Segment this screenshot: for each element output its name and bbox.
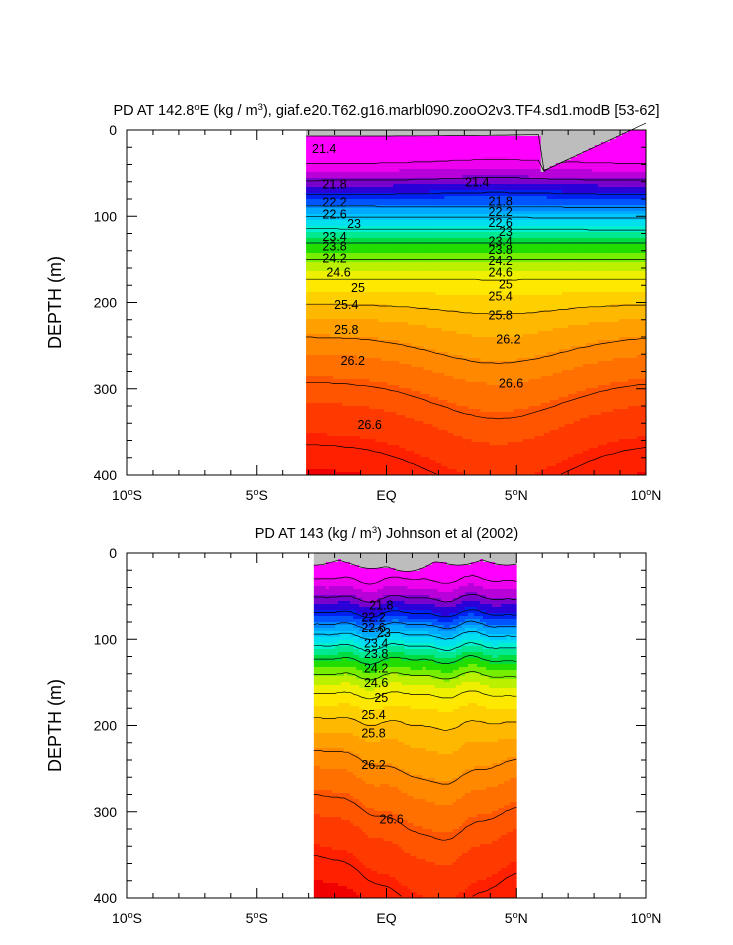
upper-panel-model: PD AT 142.8oE (kg / m3), giaf.e20.T62.g1… <box>45 102 661 504</box>
contour-label: 26.2 <box>496 333 520 347</box>
contour-label: 21.8 <box>369 599 393 613</box>
contour-label: 23.4 <box>489 234 513 248</box>
contour-label: 24.2 <box>364 662 388 676</box>
contour-label: 25 <box>351 281 365 295</box>
land-outline <box>313 559 517 572</box>
x-tick-label: 10oN <box>631 910 662 926</box>
contour-label: 25.4 <box>334 298 358 312</box>
contour-label: 25.8 <box>489 308 513 322</box>
x-tick-label: 10oN <box>631 487 662 503</box>
contour-label: 26.2 <box>341 354 365 368</box>
contour-label: 22.2 <box>322 195 346 209</box>
contour-label: 25.4 <box>489 289 513 303</box>
contour-label: 25.8 <box>361 726 385 740</box>
contour-label: 26.6 <box>499 377 523 391</box>
y-tick-label: 400 <box>94 467 118 483</box>
y-tick-label: 200 <box>94 718 118 734</box>
contour-label: 26.6 <box>357 418 381 432</box>
y-axis-label: DEPTH (m) <box>45 679 65 772</box>
contour-label: 26.6 <box>380 813 404 827</box>
contour-label: 25 <box>374 691 388 705</box>
chart-title: PD AT 143 (kg / m3) Johnson et al (2002) <box>255 525 518 543</box>
y-tick-label: 0 <box>109 545 117 561</box>
x-tick-label: EQ <box>376 910 396 926</box>
x-tick-label: 10oS <box>112 910 142 926</box>
lower-panel-johnson: PD AT 143 (kg / m3) Johnson et al (2002)… <box>45 525 661 927</box>
chart-title: PD AT 142.8oE (kg / m3), giaf.e20.T62.g1… <box>113 102 659 120</box>
y-axis <box>127 129 646 476</box>
contour-labels: 21.421.822.222.62323.423.824.224.62525.4… <box>312 142 523 432</box>
contour-lines <box>313 575 517 897</box>
y-axis-label: DEPTH (m) <box>45 256 65 349</box>
contour-label: 25.8 <box>334 323 358 337</box>
contour-label: 23.8 <box>364 647 388 661</box>
contour-label: 25.4 <box>361 708 385 722</box>
contour-label: 24.2 <box>322 252 346 266</box>
contour-label: 23 <box>347 217 361 231</box>
contour-label: 25 <box>499 277 513 291</box>
x-tick-label: 10oS <box>112 487 142 503</box>
contour-fill <box>306 130 647 476</box>
x-tick-label: 5oS <box>246 910 268 926</box>
contour-lines <box>306 158 647 475</box>
y-tick-label: 100 <box>94 208 118 224</box>
contour-label: 23.8 <box>322 239 346 253</box>
contour-label: 24.6 <box>364 676 388 690</box>
contour-label: 21.8 <box>489 195 513 209</box>
x-axis <box>126 553 647 898</box>
x-tick-label: EQ <box>376 487 396 503</box>
x-tick-label: 5oN <box>505 487 528 503</box>
contour-label: 23.8 <box>489 243 513 257</box>
contour-label: 22.2 <box>361 611 385 625</box>
x-tick-label: 5oS <box>246 487 268 503</box>
contour-label: 24.2 <box>489 254 513 268</box>
contour-label: 22.6 <box>322 208 346 222</box>
y-tick-label: 300 <box>94 804 118 820</box>
contour-label: 23.4 <box>322 230 346 244</box>
contour-label: 22.6 <box>489 216 513 230</box>
y-tick-label: 100 <box>94 631 118 647</box>
y-tick-label: 300 <box>94 381 118 397</box>
contour-label: 21.4 <box>312 142 336 156</box>
contour-label: 21.8 <box>322 177 346 191</box>
land-outline <box>306 122 647 172</box>
x-tick-label: 5oN <box>505 910 528 926</box>
contour-label: 22.6 <box>361 621 385 635</box>
y-tick-label: 200 <box>94 295 118 311</box>
y-tick-label: 400 <box>94 890 118 906</box>
contour-label: 21.4 <box>465 176 489 190</box>
contour-label: 23.4 <box>364 637 388 651</box>
contour-label: 22.2 <box>489 205 513 219</box>
contour-label: 23 <box>499 225 513 239</box>
y-axis <box>127 552 646 899</box>
x-axis <box>126 130 647 475</box>
contour-fill <box>313 553 517 899</box>
contour-label: 23 <box>377 626 391 640</box>
y-tick-label: 0 <box>109 122 117 138</box>
contour-label: 24.6 <box>326 265 350 279</box>
contour-label: 24.6 <box>489 265 513 279</box>
contour-label: 26.2 <box>361 758 385 772</box>
